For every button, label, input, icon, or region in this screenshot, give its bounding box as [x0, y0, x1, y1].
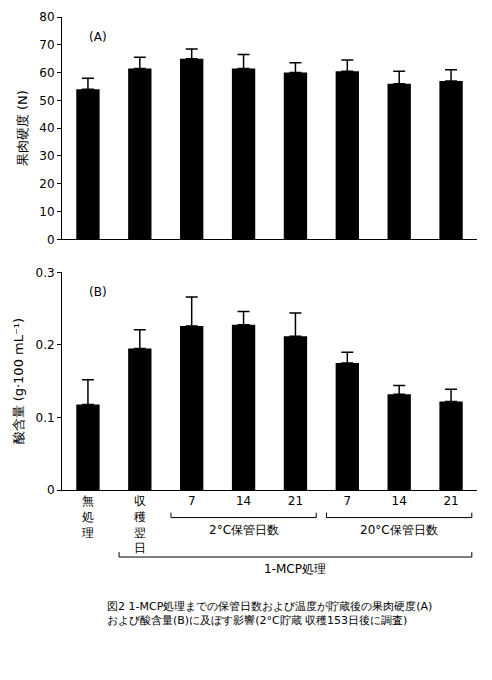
svg-text:2°C保管日数: 2°C保管日数	[209, 523, 279, 537]
svg-text:80: 80	[39, 10, 54, 24]
svg-text:40: 40	[39, 121, 54, 135]
svg-text:無処理: 無処理	[82, 494, 94, 539]
svg-text:図2 1-MCP処理までの保管日数および温度が貯蔵後の果肉硬: 図2 1-MCP処理までの保管日数および温度が貯蔵後の果肉硬度(A)および酸含量…	[107, 600, 432, 627]
svg-text:21: 21	[443, 494, 458, 508]
svg-text:50: 50	[39, 94, 54, 108]
svg-text:20: 20	[39, 177, 54, 191]
svg-text:7: 7	[188, 494, 196, 508]
svg-text:60: 60	[39, 66, 54, 80]
svg-text:(A): (A)	[89, 30, 107, 44]
svg-text:1-MCP処理: 1-MCP処理	[264, 562, 326, 576]
svg-text:14: 14	[392, 494, 407, 508]
svg-text:0: 0	[47, 483, 55, 497]
svg-text:0.2: 0.2	[36, 338, 55, 352]
svg-text:0.3: 0.3	[36, 266, 55, 280]
svg-text:21: 21	[288, 494, 303, 508]
svg-text:0: 0	[47, 233, 55, 247]
svg-text:収穫翌日: 収穫翌日	[134, 494, 146, 555]
svg-text:30: 30	[39, 149, 54, 163]
svg-text:14: 14	[236, 494, 251, 508]
svg-text:20°C保管日数: 20°C保管日数	[360, 523, 438, 537]
svg-text:酸含量 (g·100 mL⁻¹): 酸含量 (g·100 mL⁻¹)	[11, 318, 26, 445]
svg-text:70: 70	[39, 38, 54, 52]
svg-text:0.1: 0.1	[36, 411, 55, 425]
svg-text:7: 7	[343, 494, 351, 508]
svg-text:(B): (B)	[89, 285, 107, 299]
svg-text:果肉硬度 (N): 果肉硬度 (N)	[15, 90, 30, 166]
svg-text:10: 10	[39, 205, 54, 219]
